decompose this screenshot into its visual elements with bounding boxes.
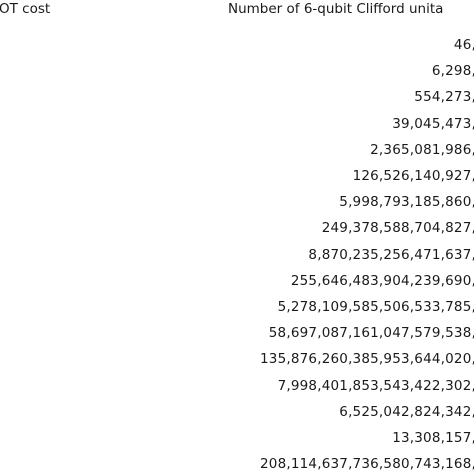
row-value: 554,273,: [414, 89, 474, 106]
row-value: 6,525,042,824,342,: [339, 403, 474, 420]
row-value: 13,308,157,: [392, 430, 474, 446]
row-value: 7,998,401,853,543,422,302,: [277, 377, 474, 394]
row-value: 255,646,483,904,239,690,: [290, 272, 474, 289]
row-value: 249,378,588,704,827,: [321, 220, 474, 237]
header-cell: OT cost: [0, 1, 51, 17]
row-value: 2,365,081,986,: [370, 141, 474, 158]
header-cell: Number of 6-qubit Clifford unita: [228, 1, 444, 17]
row-value: 46,: [453, 37, 474, 53]
row-value: 5,998,793,185,860,: [339, 194, 474, 211]
row-value: 5,278,109,585,506,533,785,: [277, 299, 474, 315]
row-value: 6,298,: [431, 63, 474, 80]
row-value: 58,697,087,161,047,579,538,: [268, 325, 474, 342]
row-value: 208,114,637,736,580,743,168,: [259, 456, 474, 473]
row-value: 135,876,260,385,953,644,020,: [259, 351, 474, 368]
row-value: 126,526,140,927,: [352, 168, 474, 184]
row-value: 8,870,235,256,471,637,: [308, 246, 474, 263]
row-value: 39,045,473,: [392, 115, 474, 132]
